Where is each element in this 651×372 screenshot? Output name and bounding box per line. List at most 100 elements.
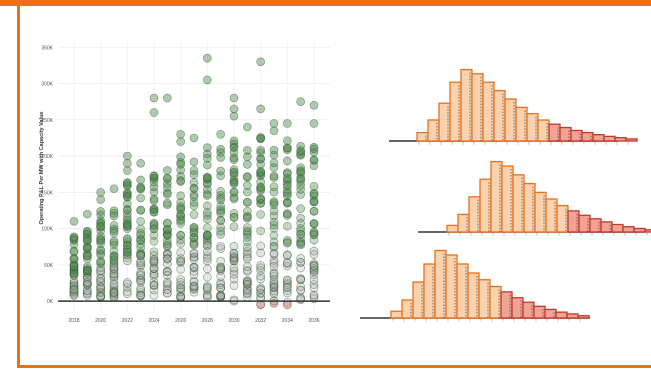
- scatter-point: [309, 206, 319, 216]
- scatter-point: [309, 270, 319, 280]
- scatter-point: [176, 212, 186, 221]
- y-tick-label: 0K: [47, 299, 54, 305]
- scatter-point: [242, 213, 252, 223]
- scatter-point: [282, 156, 292, 166]
- scatter-point: [96, 256, 106, 266]
- scatter-point: [269, 220, 279, 230]
- scatter-point: [216, 280, 226, 289]
- scatter-point: [96, 245, 106, 255]
- scatter-point: [269, 206, 279, 216]
- histogram-bar: [522, 301, 535, 319]
- scatter-point: [189, 190, 199, 200]
- scatter-point: [309, 264, 319, 273]
- scatter-point: [242, 145, 252, 155]
- scatter-point: [216, 230, 226, 239]
- scatter-point: [229, 136, 239, 146]
- histogram-bar: [555, 311, 568, 319]
- scatter-point: [122, 180, 132, 190]
- scatter-point: [242, 152, 252, 162]
- scatter-point: [309, 100, 319, 110]
- scatter-point: [256, 241, 266, 251]
- histogram-bar: [592, 134, 605, 142]
- scatter-point: [82, 266, 92, 276]
- scatter-point: [109, 269, 119, 278]
- scatter-point: [122, 253, 132, 263]
- scatter-point: [296, 146, 306, 156]
- scatter-point: [149, 108, 159, 117]
- scatter-point: [229, 179, 239, 189]
- scatter-point: [296, 254, 306, 263]
- scatter-point: [122, 219, 132, 228]
- scatter-point: [282, 261, 292, 271]
- scatter-point: [256, 148, 266, 157]
- histogram-bar: [611, 223, 624, 233]
- y-tick-label: 300K: [41, 82, 53, 88]
- scatter-point: [189, 210, 199, 219]
- scatter-x-ticks: 2018 2020 2022 2024 2026 2028 2030 2032 2034 2036: [68, 318, 319, 324]
- histogram-bar: [490, 160, 503, 233]
- scatter-point: [122, 192, 132, 202]
- scatter-point: [256, 261, 266, 270]
- scatter-point: [309, 191, 319, 201]
- scatter-point: [176, 277, 186, 287]
- scatter-point: [109, 211, 119, 221]
- scatter-point: [242, 197, 252, 207]
- scatter-point: [69, 278, 79, 288]
- scatter-point: [149, 177, 159, 187]
- histogram-bar: [533, 305, 546, 319]
- x-tick-label: 2026: [175, 318, 186, 324]
- x-tick-label: 2032: [255, 318, 266, 324]
- scatter-point: [136, 277, 146, 287]
- x-tick-label: 2024: [148, 318, 159, 324]
- scatter-point: [189, 228, 199, 238]
- scatter-point: [96, 239, 106, 248]
- scatter-point: [136, 239, 146, 249]
- scatter-point: [202, 241, 212, 251]
- scatter-point: [69, 234, 79, 244]
- scatter-point: [296, 239, 306, 249]
- scatter-point: [109, 246, 119, 256]
- scatter-point: [269, 249, 279, 258]
- scatter-point: [202, 236, 212, 246]
- histogram-bar: [537, 119, 550, 142]
- y-tick-label: 150K: [41, 190, 53, 196]
- scatter-point: [242, 206, 252, 216]
- scatter-point: [162, 93, 172, 103]
- scatter-point: [282, 198, 292, 207]
- scatter-point: [202, 291, 212, 301]
- scatter-point: [242, 232, 252, 242]
- scatter-point: [149, 93, 159, 103]
- scatter-point: [242, 223, 252, 232]
- scatter-points: [69, 53, 319, 310]
- scatter-point: [189, 248, 199, 258]
- scatter-point: [216, 290, 226, 300]
- histogram-bar: [446, 224, 459, 233]
- scatter-point: [242, 187, 252, 197]
- histogram-bar: [581, 131, 594, 142]
- scatter-point: [229, 281, 239, 290]
- scatter-point: [242, 160, 252, 169]
- scatter-point: [216, 262, 226, 272]
- scatter-point: [229, 222, 239, 232]
- x-tick-label: 2028: [202, 318, 213, 324]
- scatter-point: [256, 145, 266, 155]
- scatter-point: [82, 280, 92, 289]
- scatter-point: [202, 272, 212, 282]
- scatter-point: [122, 278, 132, 287]
- scatter-point: [296, 274, 306, 284]
- scatter-point: [216, 166, 226, 176]
- histogram-middle: [418, 160, 651, 236]
- scatter-point: [202, 231, 212, 241]
- scatter-point: [122, 199, 132, 209]
- scatter-point: [82, 291, 92, 300]
- scatter-point: [202, 53, 212, 63]
- scatter-point: [229, 253, 239, 263]
- scatter-point: [189, 170, 199, 179]
- scatter-point: [122, 158, 132, 168]
- scatter-point: [189, 282, 199, 291]
- scatter-point: [136, 268, 146, 277]
- histogram-bar: [445, 254, 458, 319]
- histogram-bar: [471, 73, 484, 142]
- x-tick-label: 2018: [68, 318, 79, 324]
